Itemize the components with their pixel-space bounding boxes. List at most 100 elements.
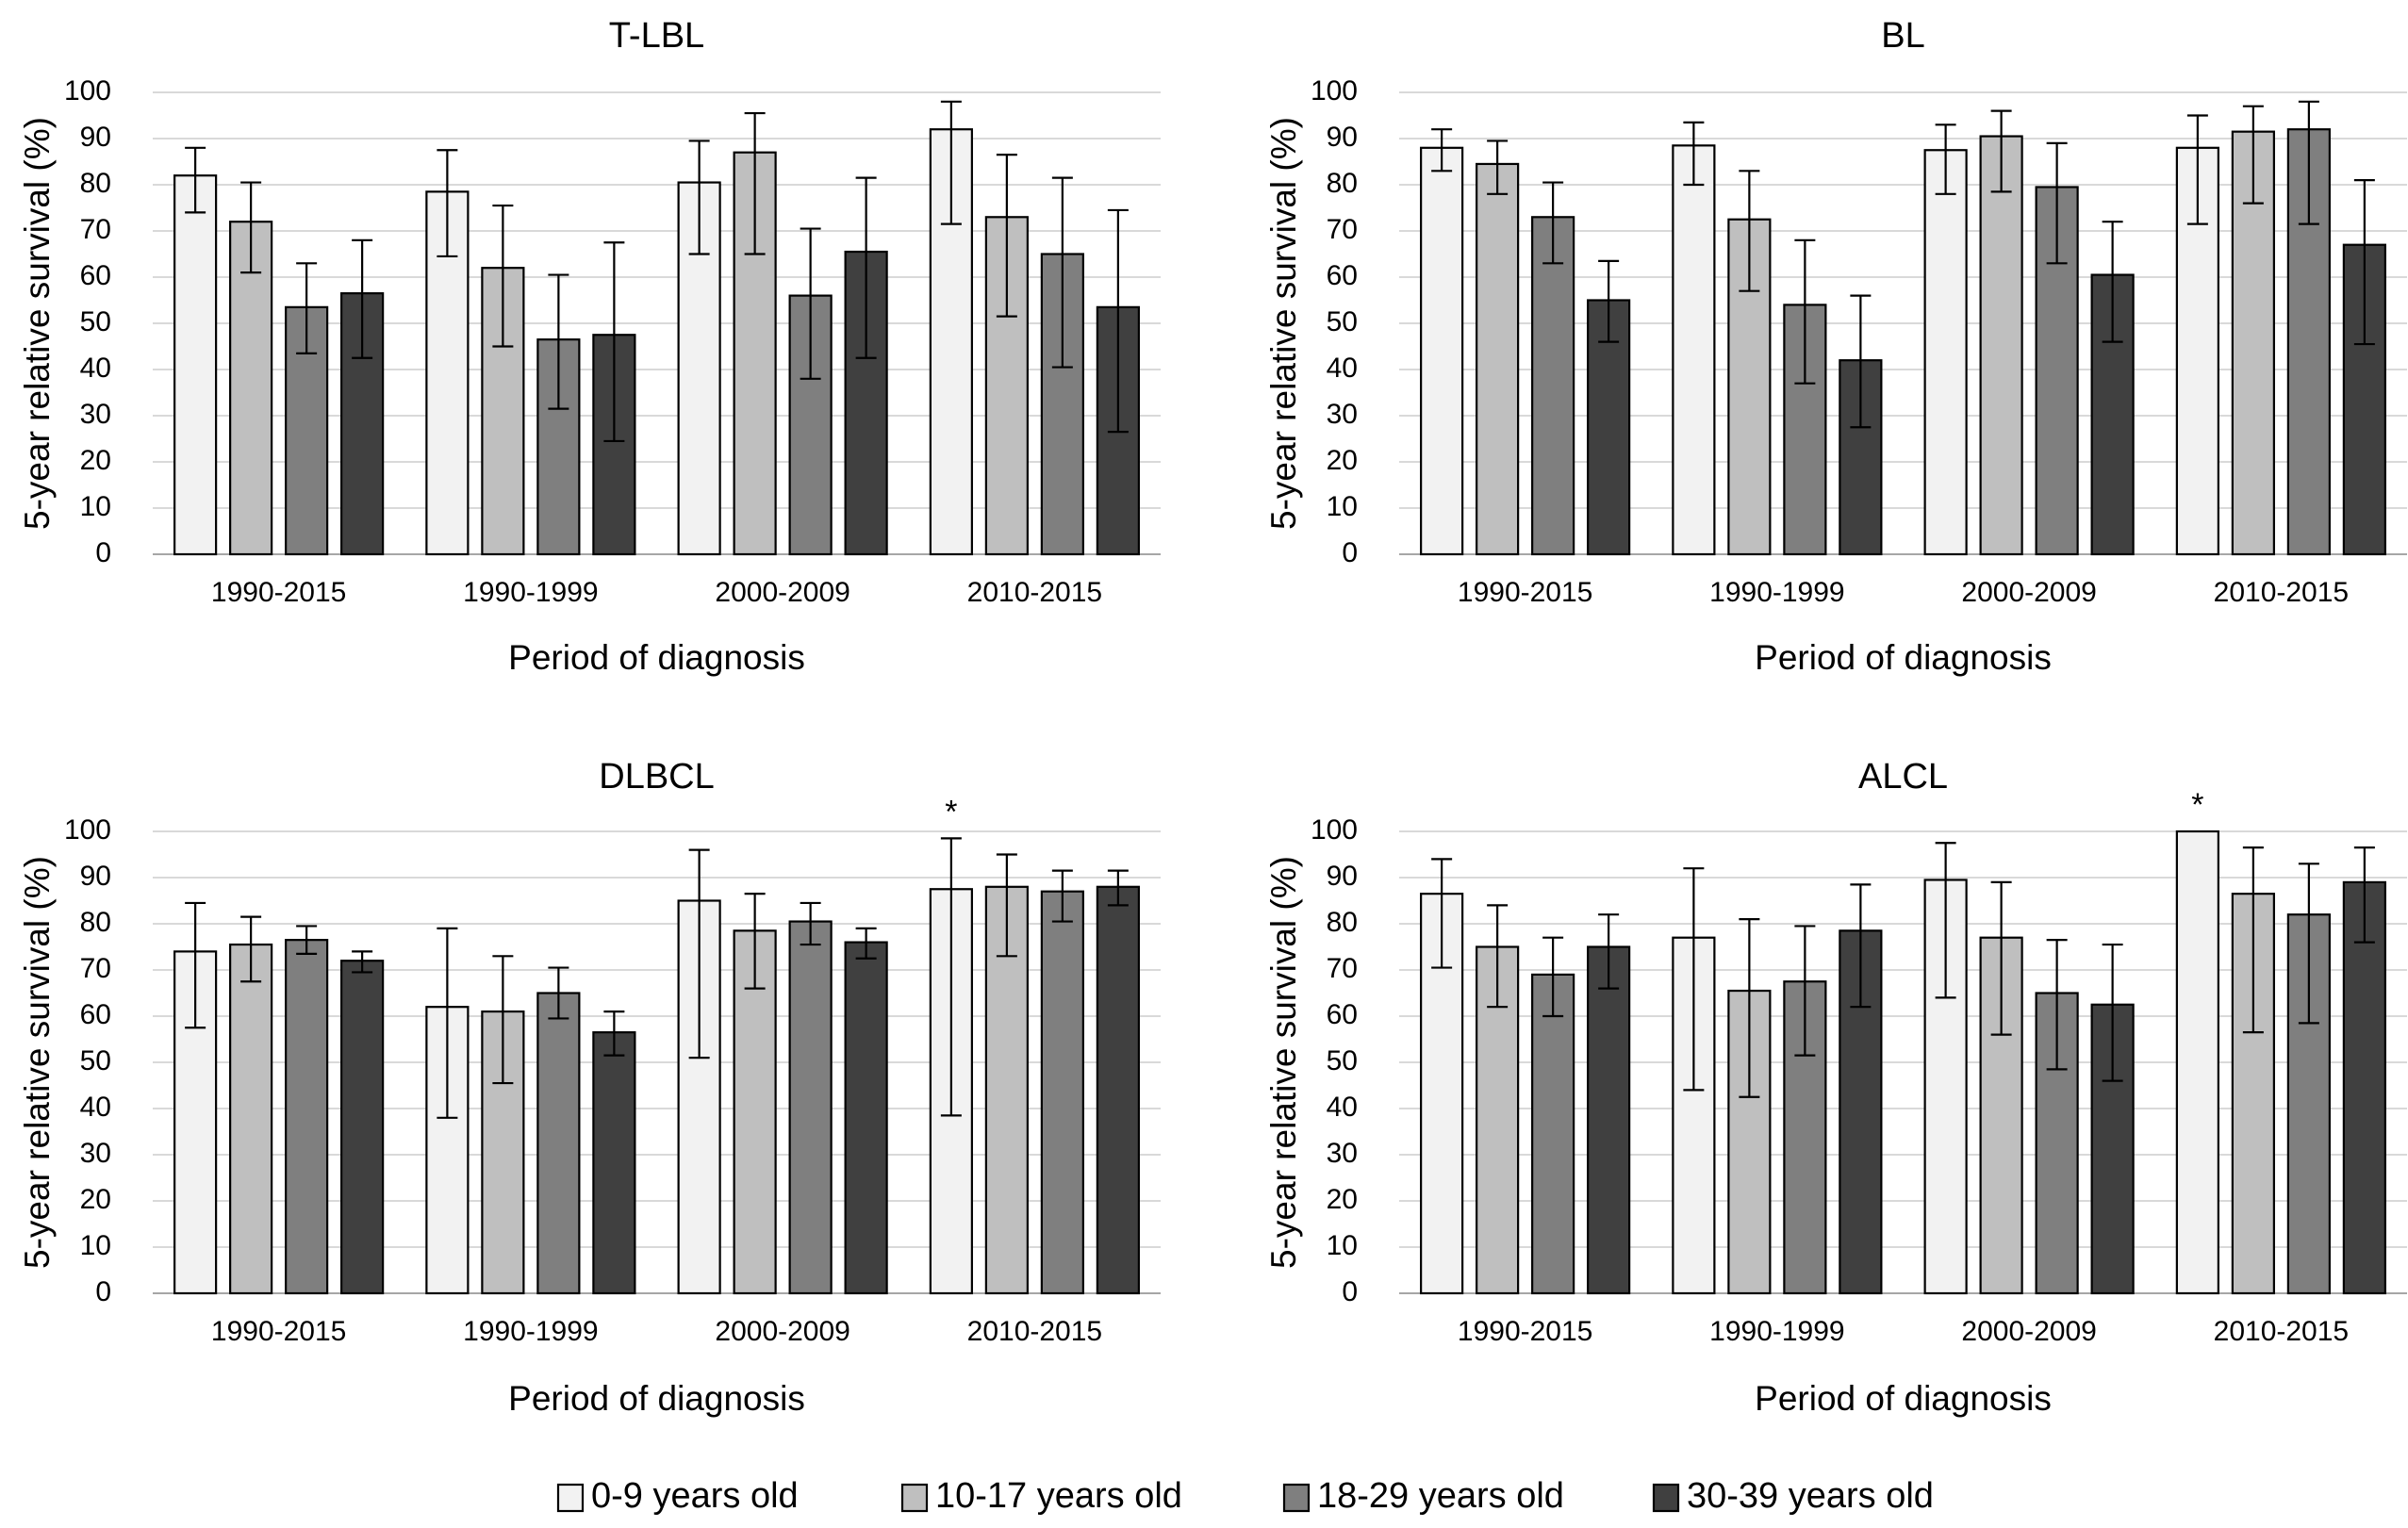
bar bbox=[1420, 146, 1464, 556]
legend: 0-9 years old 10-17 years old 18-29 years … bbox=[556, 1476, 1934, 1516]
bar bbox=[1476, 162, 1520, 556]
y-tick-label: 40 bbox=[80, 1092, 111, 1123]
legend-item: 10-17 years old bbox=[900, 1476, 1182, 1516]
error-bar bbox=[1598, 259, 1620, 343]
error-bar bbox=[2102, 221, 2123, 343]
y-tick-label: 50 bbox=[80, 306, 111, 337]
x-tick-label: 1990-1999 bbox=[463, 577, 598, 608]
x-tick-label: 1990-2015 bbox=[1458, 1316, 1592, 1347]
error-bar bbox=[1107, 869, 1129, 907]
error-bar bbox=[185, 901, 206, 1029]
error-bar bbox=[800, 901, 821, 946]
x-tick-label: 2000-2009 bbox=[1961, 1316, 2096, 1347]
y-tick-label: 80 bbox=[80, 168, 111, 199]
y-tick-label: 50 bbox=[80, 1045, 111, 1076]
error-bar bbox=[940, 100, 962, 225]
error-bar bbox=[240, 915, 262, 983]
legend-item: 0-9 years old bbox=[556, 1476, 799, 1516]
x-axis-label: Period of diagnosis bbox=[508, 1379, 805, 1418]
error-bar bbox=[1051, 176, 1073, 369]
y-tick-label: 80 bbox=[1327, 907, 1358, 938]
y-tick-label: 30 bbox=[80, 399, 111, 430]
x-tick-label: 2010-2015 bbox=[967, 1316, 1102, 1347]
error-bar bbox=[940, 837, 962, 1117]
x-tick-label: 2010-2015 bbox=[967, 577, 1102, 608]
error-bar bbox=[1487, 904, 1509, 1009]
error-bar bbox=[1935, 842, 1956, 999]
bar bbox=[1923, 149, 1968, 556]
panel-title: T-LBL bbox=[609, 16, 704, 56]
y-tick-label: 60 bbox=[1327, 999, 1358, 1030]
x-tick-label: 1990-1999 bbox=[1709, 577, 1844, 608]
y-tick-label: 20 bbox=[1327, 1184, 1358, 1215]
x-tick-label: 1990-2015 bbox=[1458, 577, 1592, 608]
error-bar bbox=[492, 955, 514, 1085]
y-tick-label: 90 bbox=[80, 861, 111, 892]
y-tick-label: 100 bbox=[64, 75, 111, 107]
error-bar bbox=[1542, 181, 1564, 265]
y-tick-label: 20 bbox=[1327, 445, 1358, 476]
error-bar bbox=[1107, 208, 1129, 434]
error-bar bbox=[548, 273, 569, 410]
bar bbox=[844, 941, 888, 1295]
x-axis-label: Period of diagnosis bbox=[1755, 1379, 2052, 1418]
error-bar bbox=[1051, 869, 1073, 923]
y-tick-label: 40 bbox=[1327, 353, 1358, 384]
error-bar bbox=[548, 966, 569, 1020]
x-tick-label: 1990-2015 bbox=[211, 577, 346, 608]
error-bar bbox=[855, 927, 877, 960]
error-bar bbox=[1683, 121, 1705, 187]
y-tick-label: 90 bbox=[1327, 122, 1358, 153]
error-bar bbox=[688, 848, 710, 1060]
panel-title: ALCL bbox=[1858, 757, 1948, 797]
error-bar bbox=[2353, 179, 2375, 346]
error-bar bbox=[1542, 936, 1564, 1018]
legend-label: 30-39 years old bbox=[1687, 1476, 1934, 1516]
x-tick-label: 1990-1999 bbox=[463, 1316, 598, 1347]
y-tick-label: 70 bbox=[80, 953, 111, 984]
error-bar bbox=[1683, 867, 1705, 1092]
y-tick-label: 60 bbox=[80, 260, 111, 291]
error-bar bbox=[1850, 883, 1872, 1009]
error-bar bbox=[996, 154, 1017, 318]
y-tick-label: 70 bbox=[80, 214, 111, 245]
y-tick-label: 90 bbox=[80, 122, 111, 153]
y-axis-label: 5-year relative survival (%) bbox=[18, 856, 57, 1269]
y-tick-label: 60 bbox=[1327, 260, 1358, 291]
y-tick-label: 90 bbox=[1327, 861, 1358, 892]
y-tick-label: 60 bbox=[80, 999, 111, 1030]
error-bar bbox=[296, 262, 318, 354]
y-tick-label: 30 bbox=[1327, 1138, 1358, 1169]
x-tick-label: 2000-2009 bbox=[715, 1316, 849, 1347]
error-bar bbox=[296, 925, 318, 955]
bar bbox=[1040, 890, 1084, 1295]
error-bar bbox=[1598, 913, 1620, 990]
bar bbox=[1672, 144, 1716, 556]
legend-item: 18-29 years old bbox=[1282, 1476, 1564, 1516]
legend-label: 10-17 years old bbox=[935, 1476, 1182, 1516]
x-axis-label: Period of diagnosis bbox=[508, 638, 805, 677]
legend-swatch bbox=[556, 1483, 585, 1513]
error-bar bbox=[185, 146, 206, 214]
error-bar bbox=[1990, 880, 2012, 1036]
y-tick-label: 30 bbox=[80, 1138, 111, 1169]
bar bbox=[229, 943, 273, 1295]
y-tick-label: 20 bbox=[80, 1184, 111, 1215]
bar bbox=[285, 939, 329, 1295]
y-tick-label: 80 bbox=[1327, 168, 1358, 199]
error-bar bbox=[996, 853, 1017, 958]
panel-title: BL bbox=[1881, 16, 1924, 56]
bar bbox=[340, 960, 385, 1295]
error-bar bbox=[1794, 238, 1816, 385]
error-bar bbox=[2186, 114, 2208, 225]
significance-marker: * bbox=[2191, 787, 2203, 823]
significance-marker: * bbox=[945, 794, 957, 830]
y-tick-label: 50 bbox=[1327, 1045, 1358, 1076]
y-tick-label: 0 bbox=[1342, 537, 1358, 568]
y-tick-label: 70 bbox=[1327, 214, 1358, 245]
